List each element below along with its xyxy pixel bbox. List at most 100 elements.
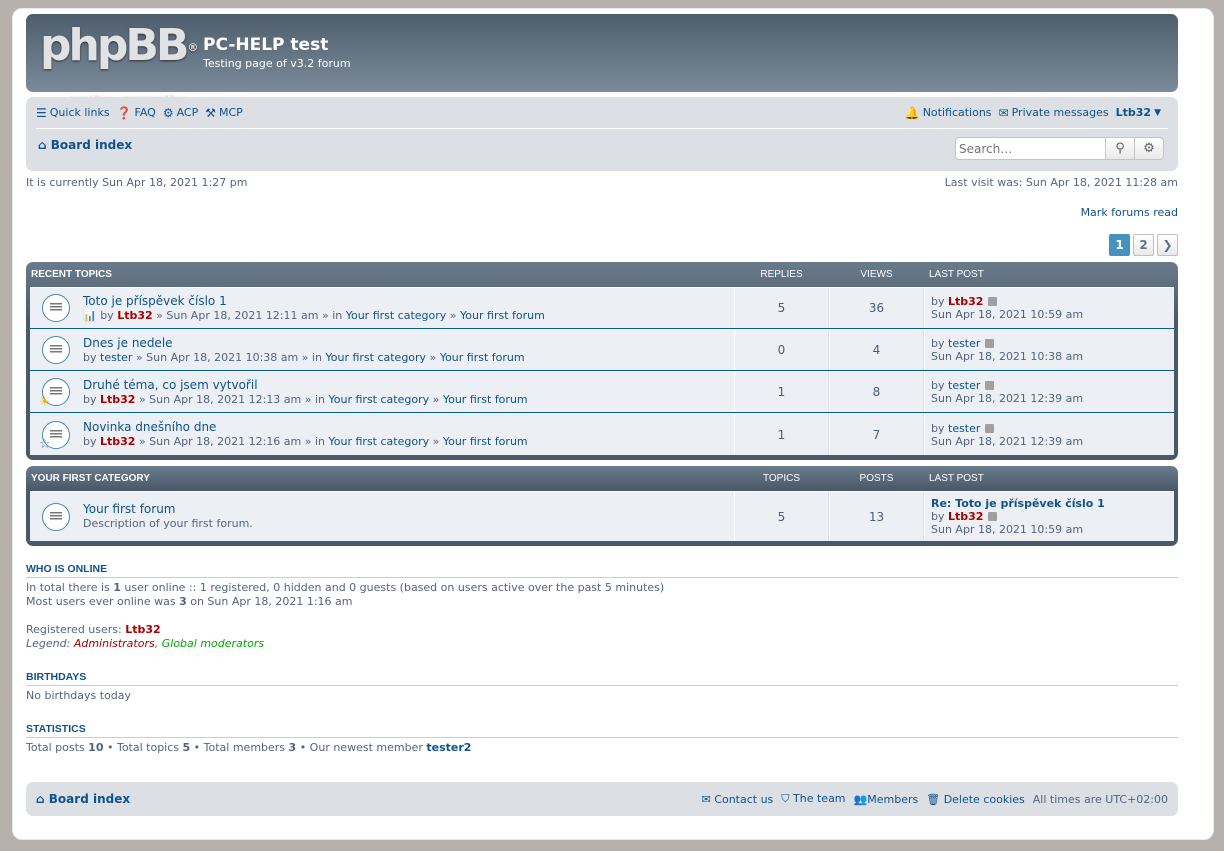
view-latest-post-icon[interactable]	[988, 512, 998, 521]
topic-title-link[interactable]: Dnes je nedele	[83, 335, 173, 350]
category-link[interactable]: Your first category	[345, 308, 447, 322]
replies-count: 1	[734, 414, 829, 455]
category-link[interactable]: Your first category	[328, 392, 430, 406]
last-post-user[interactable]: tester	[948, 337, 981, 350]
last-post-user[interactable]: tester	[948, 421, 981, 435]
registered-users: Registered users: Ltb32	[26, 623, 161, 636]
phpbb-logo[interactable]: phpBB® creatingcommunities	[40, 24, 198, 106]
last-visit: Last visit was: Sun Apr 18, 2021 11:28 a…	[944, 176, 1178, 189]
page-2[interactable]: 2	[1133, 234, 1154, 256]
col-replies: Replies	[760, 269, 803, 280]
page-1[interactable]: 1	[1109, 234, 1130, 256]
topic-author-link[interactable]: tester	[100, 350, 133, 364]
view-latest-post-icon[interactable]	[985, 381, 995, 390]
gear-icon: ⚙	[1143, 141, 1155, 156]
bell-icon: 🔔	[904, 105, 920, 120]
private-messages-link[interactable]: ✉ Private messages	[999, 106, 1109, 120]
footer-board-index[interactable]: ⌂ Board index	[36, 792, 131, 806]
online-user-link[interactable]: Ltb32	[125, 623, 161, 636]
views-count: 36	[829, 288, 924, 328]
quick-links-menu[interactable]: ☰ Quick links	[36, 106, 110, 120]
last-post-date: Sun Apr 18, 2021 12:39 am	[931, 392, 1084, 405]
view-latest-post-icon[interactable]	[988, 297, 998, 306]
view-latest-post-icon[interactable]	[985, 339, 995, 348]
site-title: PC-HELP test	[203, 35, 329, 55]
last-post-user[interactable]: tester	[948, 379, 981, 392]
search-input[interactable]	[955, 137, 1106, 160]
forum-link[interactable]: Your first forum	[442, 435, 528, 448]
replies-count: 1	[734, 372, 829, 412]
birthdays-text: No birthdays today	[26, 689, 132, 702]
mark-forums-read-link[interactable]: Mark forums read	[1080, 206, 1178, 219]
shield-icon: ⛉	[781, 792, 790, 805]
view-latest-post-icon[interactable]	[985, 423, 995, 433]
last-post-user[interactable]: Ltb32	[948, 510, 984, 523]
site-description: Testing page of v3.2 forum	[203, 57, 351, 70]
last-post-date: Sun Apr 18, 2021 10:59 am	[931, 523, 1084, 536]
topic-title-link[interactable]: Druhé téma, co jsem vytvořil	[83, 377, 258, 392]
search-box: ⚲ ⚙	[955, 137, 1164, 160]
inbox-icon: ✉	[998, 105, 1009, 120]
topic-author-link[interactable]: Ltb32	[117, 308, 153, 322]
category-link[interactable]: Your first category	[328, 435, 430, 448]
delete-cookies-link[interactable]: 🗑 Delete cookies	[926, 792, 1025, 806]
posts-count: 13	[829, 492, 924, 541]
online-record: Most users ever online was 3 on Sun Apr …	[26, 595, 353, 608]
section-heading: Recent topics	[31, 269, 112, 280]
topic-row: ☆ Novinka dnešního dne by Ltb32 » Sun Ap…	[30, 413, 1174, 455]
forum-link[interactable]: Your first forum	[442, 392, 528, 406]
topic-author-link[interactable]: Ltb32	[100, 392, 136, 406]
statistics: Statistics Total posts 10 • Total topics…	[26, 723, 1178, 755]
replies-count: 5	[734, 288, 829, 328]
user-menu[interactable]: Ltb32 ▼	[1116, 106, 1161, 119]
question-icon: ❓	[116, 105, 132, 120]
caret-down-icon: ▼	[1154, 107, 1161, 118]
topic-title-link[interactable]: Novinka dnešního dne	[83, 420, 217, 434]
replies-count: 0	[734, 330, 829, 370]
search-button[interactable]: ⚲	[1106, 137, 1135, 160]
label: Board index	[50, 138, 133, 152]
forum-link[interactable]: Your first forum	[460, 308, 545, 322]
topics-count: 5	[734, 492, 829, 541]
the-team-link[interactable]: ⛉ The team	[781, 792, 846, 805]
label: Notifications	[922, 106, 992, 119]
next-page-chevron-icon[interactable]: ❯	[1157, 234, 1178, 256]
who-is-online: Who is online In total there is 1 user o…	[26, 563, 1178, 651]
forum-link[interactable]: Your first forum	[439, 350, 525, 364]
topic-read-icon	[42, 294, 70, 322]
users-icon: 👥	[853, 792, 868, 806]
menu-icon: ☰	[36, 105, 47, 120]
topic-row: Toto je příspěvek číslo 1 📊 by Ltb32 » S…	[30, 287, 1174, 329]
home-icon: ⌂	[36, 792, 45, 806]
contact-us-link[interactable]: ✉ Contact us	[701, 792, 774, 806]
category-link[interactable]: Your first category	[325, 350, 427, 364]
forum-title-link[interactable]: Your first forum	[83, 502, 176, 516]
last-post-title-link[interactable]: Re: Toto je příspěvek číslo 1	[931, 497, 1105, 510]
last-post-date: Sun Apr 18, 2021 10:38 am	[931, 350, 1084, 363]
notifications-link[interactable]: 🔔 Notifications	[905, 106, 992, 120]
breadcrumb-board-index[interactable]: ⌂ Board index	[38, 138, 132, 152]
section-heading[interactable]: Your first category	[31, 473, 150, 484]
birthdays: Birthdays No birthdays today	[26, 671, 1178, 703]
views-count: 4	[829, 330, 924, 370]
pagination: 1 2 ❯	[26, 234, 1178, 256]
topic-title-link[interactable]: Toto je příspěvek číslo 1	[83, 293, 227, 308]
search-icon: ⚲	[1115, 141, 1125, 156]
last-post-user[interactable]: Ltb32	[948, 295, 984, 308]
last-post-date: Sun Apr 18, 2021 12:39 am	[931, 434, 1084, 448]
members-link[interactable]: 👥Members	[853, 792, 919, 806]
star-icon: ☆	[39, 437, 51, 452]
legend-admins[interactable]: Administrators	[73, 637, 155, 650]
faq-link[interactable]: ❓ FAQ	[117, 106, 156, 120]
advanced-search-button[interactable]: ⚙	[1135, 137, 1164, 160]
label: ACP	[176, 106, 199, 119]
topic-author-link[interactable]: Ltb32	[100, 435, 136, 448]
col-posts: Posts	[859, 473, 894, 484]
legend-gmods[interactable]: Global moderators	[161, 637, 265, 650]
forum-row: Your first forum Description of your firs…	[30, 491, 1174, 541]
newest-member-link[interactable]: tester2	[426, 741, 472, 754]
poll-icon: 📊	[83, 308, 97, 322]
section-heading: Birthdays	[26, 671, 1178, 686]
mcp-link[interactable]: ⚒ MCP	[205, 106, 243, 120]
acp-link[interactable]: ⚙ ACP	[163, 106, 198, 120]
